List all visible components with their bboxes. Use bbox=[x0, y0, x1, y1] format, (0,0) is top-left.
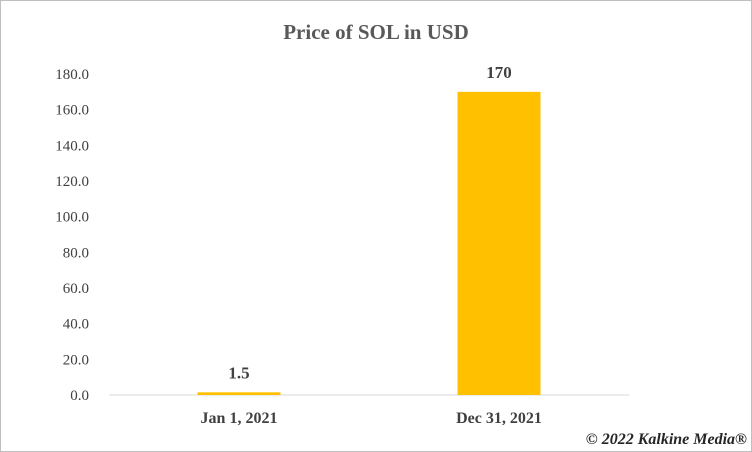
y-tick-label: 60.0 bbox=[63, 281, 89, 297]
y-axis-ticks: 0.0 20.0 40.0 60.0 80.0 100.0 120.0 140.0 160.0 1… bbox=[55, 67, 89, 404]
x-category-label: Jan 1, 2021 bbox=[201, 410, 278, 427]
bar-data-label: 170 bbox=[486, 63, 512, 82]
bar bbox=[197, 392, 281, 395]
bars bbox=[197, 91, 541, 395]
y-tick-label: 20.0 bbox=[63, 352, 89, 368]
bar bbox=[457, 91, 541, 395]
chart-title: Price of SOL in USD bbox=[283, 20, 469, 44]
y-tick-label: 180.0 bbox=[55, 67, 89, 83]
y-tick-label: 100.0 bbox=[55, 210, 89, 226]
y-tick-label: 160.0 bbox=[55, 103, 89, 119]
bar-data-label: 1.5 bbox=[228, 363, 249, 382]
y-tick-label: 120.0 bbox=[55, 174, 89, 190]
y-tick-label: 0.0 bbox=[70, 388, 89, 404]
y-tick-label: 140.0 bbox=[55, 138, 89, 154]
x-category-label: Dec 31, 2021 bbox=[456, 410, 542, 427]
y-tick-label: 80.0 bbox=[63, 245, 89, 261]
data-labels: 1.5 170 bbox=[228, 63, 511, 382]
watermark: © 2022 Kalkine Media® bbox=[585, 431, 747, 448]
y-tick-label: 40.0 bbox=[63, 317, 89, 333]
x-axis-ticks: Jan 1, 2021 Dec 31, 2021 bbox=[201, 410, 542, 427]
